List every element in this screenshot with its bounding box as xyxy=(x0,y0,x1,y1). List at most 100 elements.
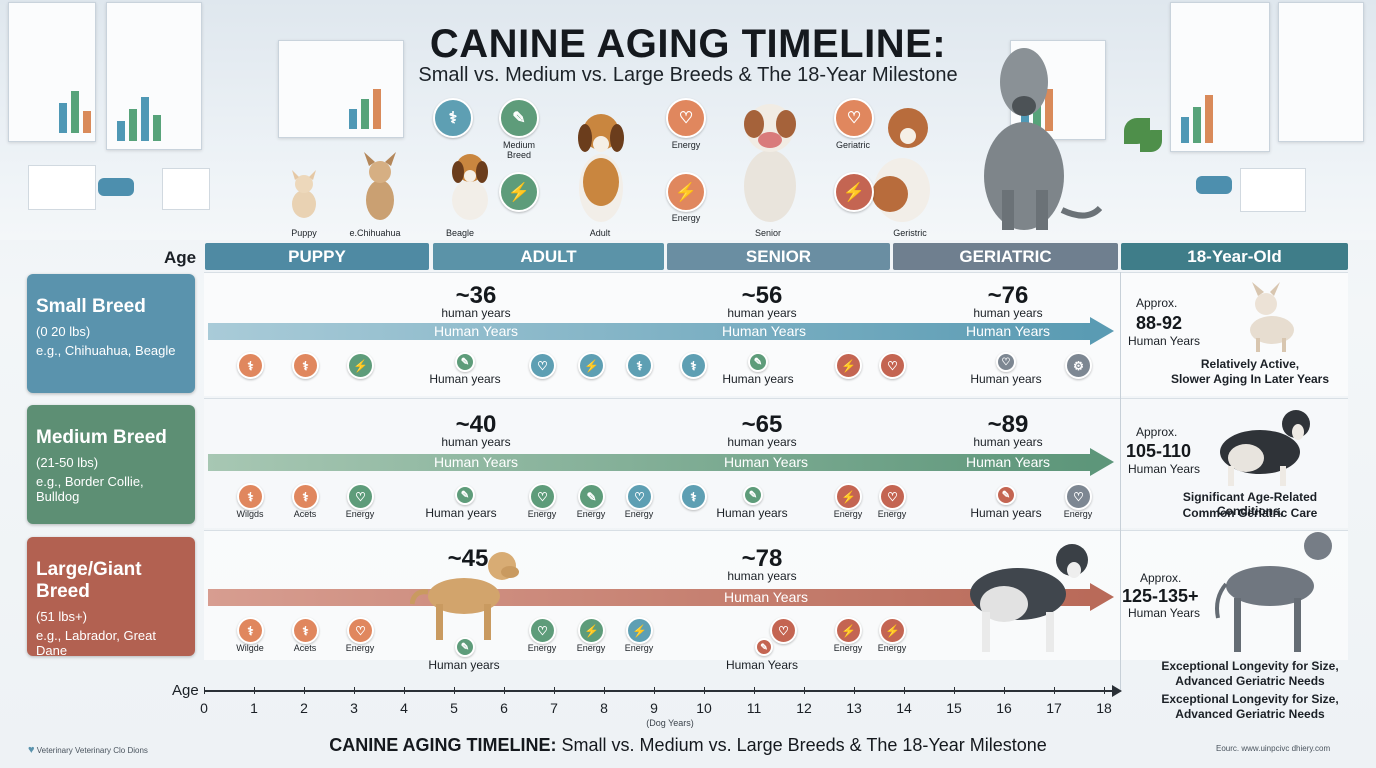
axis-tick-label: 3 xyxy=(350,700,358,716)
age-axis-line xyxy=(204,690,1112,692)
joint-icon: ⚕ xyxy=(237,483,264,510)
wall-poster-left-1 xyxy=(8,2,96,142)
bar-label: Human Years xyxy=(965,323,1051,339)
axis-tick xyxy=(654,687,655,694)
approx-range-large: 125-135+ xyxy=(1122,586,1199,606)
breed-weight-medium: (21-50 lbs) xyxy=(36,455,99,470)
tooth-icon: ♡ xyxy=(1065,483,1092,510)
dog-label-geriatric: Geristric xyxy=(893,228,927,238)
description-line: Exceptional Longevity for Size, xyxy=(1161,692,1339,706)
axis-tick-label: 7 xyxy=(550,700,558,716)
joint-icon: ⚕ xyxy=(680,483,707,510)
milestone-value: ~45 xyxy=(447,545,489,572)
stage-header-adult: ADULT xyxy=(433,243,664,270)
dog-label-adult: Adult xyxy=(589,228,611,238)
milestone-unit: human years xyxy=(441,306,511,320)
chihuahua-puppy-illustration xyxy=(292,170,316,218)
axis-tick-label: 6 xyxy=(500,700,508,716)
plant-leaf xyxy=(1140,130,1162,152)
milestone-unit: human years xyxy=(727,306,797,320)
human-years-label: Human years xyxy=(716,506,788,520)
icon-label: Energy xyxy=(624,643,654,653)
bottom-title: CANINE AGING TIMELINE: Small vs. Medium … xyxy=(0,735,1376,756)
tooth-icon: ♡ xyxy=(770,617,797,644)
axis-tick xyxy=(954,687,955,694)
axis-tick xyxy=(704,687,705,694)
approx-range-small: 88-92 xyxy=(1136,313,1183,333)
breed-name-medium: Medium Breed xyxy=(36,427,167,448)
human-years-label: Human Years xyxy=(725,658,799,672)
wall-poster-center xyxy=(278,40,404,138)
approx-label: Approx. xyxy=(1140,571,1182,585)
breed-card-large: Large/Giant Breed (51 lbs+) e.g., Labrad… xyxy=(27,537,195,658)
icon-label: Wilgde xyxy=(236,643,264,653)
axis-tick xyxy=(854,687,855,694)
axis-tick-label: 13 xyxy=(846,700,862,716)
wall-poster-right-2 xyxy=(1278,2,1364,142)
bandage-icon: ✎ xyxy=(996,485,1016,505)
axis-tick xyxy=(404,687,405,694)
medium-breed-arrow-tip xyxy=(1090,448,1114,476)
adult-beagle-illustration xyxy=(578,114,624,222)
axis-tick xyxy=(354,687,355,694)
approx-unit: Human Years xyxy=(1128,606,1201,620)
breed-weight-small: (0 20 lbs) xyxy=(36,324,91,339)
chihuahua-illustration xyxy=(364,152,396,220)
axis-tick-label: 18 xyxy=(1096,700,1112,716)
energy-icon: ⚡ xyxy=(834,172,874,212)
icon-label: Energy xyxy=(527,509,557,519)
axis-tick xyxy=(1104,687,1105,694)
stage-header-puppy: PUPPY xyxy=(205,243,429,270)
icon-label: Energy xyxy=(833,643,863,653)
energy-icon: ⚡ xyxy=(835,617,862,644)
breed-card-medium: Medium Breed (21-50 lbs) e.g., Border Co… xyxy=(27,405,195,524)
axis-tick xyxy=(754,687,755,694)
energy-icon: ⚡ xyxy=(626,617,653,644)
bandage-icon: ✎ xyxy=(455,637,475,657)
icon-label: Energy xyxy=(877,509,907,519)
description-line: Relatively Active, xyxy=(1200,357,1300,371)
page-title: CANINE AGING TIMELINE: xyxy=(429,22,947,66)
office-chair-left xyxy=(98,178,134,196)
large-breed-arrow-tip xyxy=(1090,583,1114,611)
description-line: Common Geriatric Care xyxy=(1182,506,1318,520)
milestone-value: ~40 xyxy=(455,411,497,438)
stage-header-senior: SENIOR xyxy=(667,243,890,270)
milestone-unit: human years xyxy=(973,435,1043,449)
axis-tick-label: 1 xyxy=(250,700,258,716)
dog-label-chihuahua: e.Chihuahua xyxy=(349,228,401,238)
icon-label: Energy xyxy=(576,509,606,519)
approx-unit: Human Years xyxy=(1128,334,1201,348)
milestone-value: ~56 xyxy=(741,282,783,309)
australian-shepherd-illustration xyxy=(970,544,1088,652)
axis-tick xyxy=(204,687,205,694)
breed-weight-large: (51 lbs+) xyxy=(36,609,87,624)
energy-icon: ⚡ xyxy=(578,352,605,379)
energy-icon: ⚡ xyxy=(666,172,706,212)
axis-tick-label: 11 xyxy=(746,700,762,716)
axis-tick-label: 16 xyxy=(996,700,1012,716)
icon-label: Wilgds xyxy=(236,509,264,519)
joint-icon: ⚕ xyxy=(292,483,319,510)
breed-examples-medium: e.g., Border Collie, Bulldog xyxy=(36,474,144,504)
stage-header-geriatric: GERIATRIC xyxy=(893,243,1118,270)
axis-tick-label: 5 xyxy=(450,700,458,716)
medium-breed-arrow xyxy=(208,454,1090,471)
axis-tick xyxy=(554,687,555,694)
energy-icon: ⚡ xyxy=(347,352,374,379)
breed-examples-large: e.g., Labrador, Great Dane xyxy=(36,628,156,658)
approx-unit: Human Years xyxy=(1128,462,1201,476)
breed-name-large: Large/Giant Breed xyxy=(36,559,142,602)
stage-header-18-year-old: 18-Year-Old xyxy=(1121,243,1348,270)
bar-label: Human Years xyxy=(965,454,1051,470)
geriatric-icon: ⚙ xyxy=(1065,352,1092,379)
human-years-label: Human years xyxy=(722,372,794,386)
office-chair-right xyxy=(1196,176,1232,194)
axis-tick xyxy=(1004,687,1005,694)
axis-unit-note: (Dog Years) xyxy=(646,718,694,728)
labrador-illustration xyxy=(410,552,519,640)
icon-label: Energy xyxy=(345,509,375,519)
milestone-value: ~76 xyxy=(987,282,1029,309)
bulldog-senior-illustration xyxy=(744,104,796,222)
cabinet-right xyxy=(1240,168,1306,212)
